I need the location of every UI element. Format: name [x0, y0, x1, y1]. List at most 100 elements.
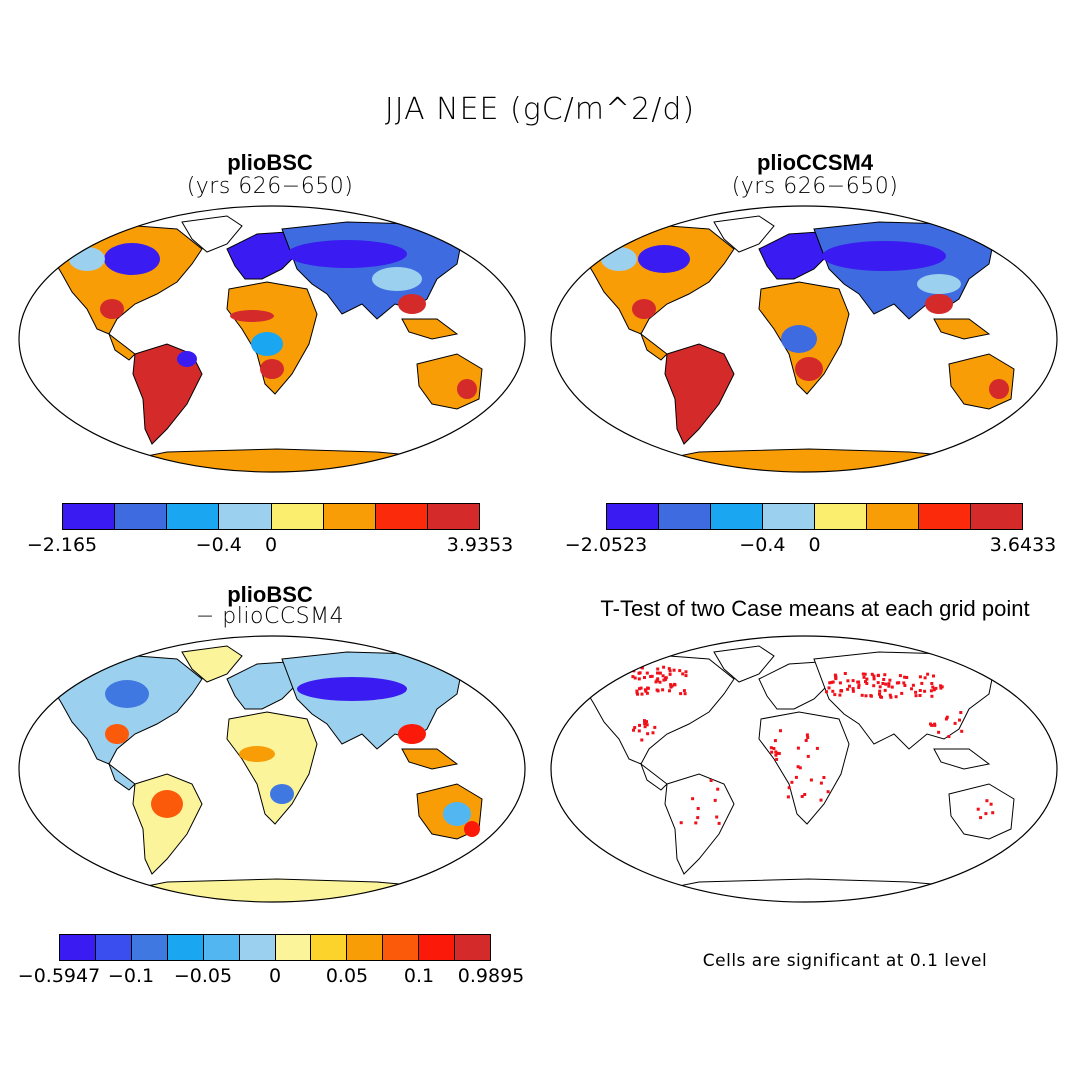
- significant-cell: [653, 725, 657, 729]
- significant-cell: [930, 723, 934, 727]
- significant-cell: [637, 729, 641, 733]
- significant-cell: [932, 674, 935, 678]
- panel-title-top-right: plioCCSM4: [756, 150, 874, 175]
- significant-cell: [633, 726, 637, 729]
- colorbar-tick-label: −2.0523: [564, 534, 648, 556]
- significant-cell: [923, 676, 927, 680]
- significant-cell: [870, 672, 874, 676]
- colorbar-tick-label: −0.1: [107, 965, 155, 987]
- significant-cell: [851, 687, 855, 691]
- colorbar-swatch: [239, 935, 276, 960]
- significant-cell: [679, 692, 683, 696]
- significant-cell: [715, 815, 719, 819]
- significant-cell: [937, 730, 941, 734]
- significant-cell: [861, 672, 865, 676]
- significant-cell: [851, 679, 855, 683]
- significant-cell: [865, 677, 869, 681]
- significant-cell: [930, 694, 934, 698]
- significant-cell: [643, 725, 647, 729]
- significant-cell: [682, 689, 686, 693]
- significant-cell: [826, 790, 830, 794]
- significant-cell: [632, 728, 635, 732]
- significant-cell: [651, 731, 655, 735]
- significant-cell: [662, 665, 666, 669]
- colorbar-swatch: [323, 504, 376, 529]
- significant-cell: [881, 682, 885, 685]
- significant-cell: [770, 750, 774, 754]
- significant-cell: [786, 795, 790, 799]
- significant-cell: [670, 684, 674, 688]
- colorbar-tick-label: −0.4: [195, 534, 242, 556]
- significant-cell: [888, 693, 892, 697]
- colorbar-swatch: [815, 504, 867, 529]
- colorbar-swatch: [115, 504, 168, 529]
- significant-cell: [777, 752, 781, 755]
- significant-cell: [939, 686, 943, 690]
- figure-title: JJA NEE (gC/m^2/d): [384, 92, 696, 127]
- colorbar-tick-label: 0: [264, 534, 278, 556]
- significant-cell: [800, 795, 804, 798]
- colorbar-swatch: [347, 935, 384, 960]
- significant-cell: [872, 684, 876, 688]
- panel-subtitle-bottom-left: − plioCCSM4: [195, 604, 345, 629]
- significant-cell: [638, 671, 642, 675]
- significant-cell: [857, 683, 861, 687]
- significant-cell: [798, 766, 802, 770]
- significant-cell: [696, 807, 700, 810]
- colorbar-swatch: [607, 504, 659, 529]
- significant-cell: [649, 675, 653, 678]
- significant-cell: [790, 780, 794, 784]
- colorbar-swatch: [971, 504, 1022, 529]
- colorbar-tick-label: 0.1: [403, 965, 435, 987]
- significant-cell: [883, 688, 887, 692]
- significant-cell: [979, 816, 983, 820]
- significant-cell: [668, 669, 672, 673]
- significant-cell: [911, 683, 915, 687]
- significant-cell: [876, 681, 880, 685]
- significant-cell: [985, 799, 989, 803]
- significant-cell: [681, 672, 685, 676]
- significant-cell: [878, 692, 881, 696]
- significant-cell: [878, 689, 882, 693]
- significant-cell: [805, 733, 809, 737]
- significant-cell: [944, 717, 948, 721]
- significant-cell: [864, 694, 868, 698]
- colorbar-swatch: [383, 935, 420, 960]
- significance-note: Cells are significant at 0.1 level: [702, 951, 988, 971]
- significant-cell: [887, 684, 891, 688]
- significant-cell: [931, 685, 935, 689]
- significant-cell: [646, 732, 650, 736]
- significant-cell: [923, 689, 927, 693]
- panel-title-top-left: plioBSC: [227, 150, 313, 175]
- significant-cell: [803, 793, 807, 796]
- colorbar-tick-label: −0.5947: [17, 965, 101, 987]
- significant-cell: [876, 674, 880, 678]
- map-bottom-right: [550, 635, 1058, 903]
- significant-cell: [838, 693, 842, 697]
- significant-cell: [691, 797, 695, 801]
- colorbar-tick-label: 0: [268, 965, 282, 987]
- significant-cell: [645, 723, 649, 727]
- colorbar-tick-label: 0: [808, 534, 821, 556]
- colorbar-swatch: [763, 504, 815, 529]
- significant-cell: [643, 688, 647, 692]
- significant-cell: [843, 672, 847, 675]
- significant-cell: [640, 692, 644, 696]
- significant-cell: [900, 691, 904, 695]
- significant-cell: [860, 693, 864, 697]
- colorbar-swatch: [455, 935, 491, 960]
- significant-cell: [926, 672, 930, 676]
- significant-cell: [910, 687, 913, 691]
- significant-cell: [684, 674, 688, 678]
- significant-cell: [661, 674, 665, 678]
- significant-cell: [914, 690, 918, 694]
- significant-cell: [694, 821, 698, 825]
- significant-cell: [655, 678, 659, 682]
- colorbar-tick-label: −0.4: [739, 534, 786, 556]
- significant-cell: [806, 754, 810, 758]
- significant-cell: [779, 729, 782, 733]
- significant-cell: [878, 685, 882, 689]
- significant-cell: [918, 694, 922, 697]
- significant-cell: [888, 678, 892, 682]
- significant-cell: [654, 680, 658, 684]
